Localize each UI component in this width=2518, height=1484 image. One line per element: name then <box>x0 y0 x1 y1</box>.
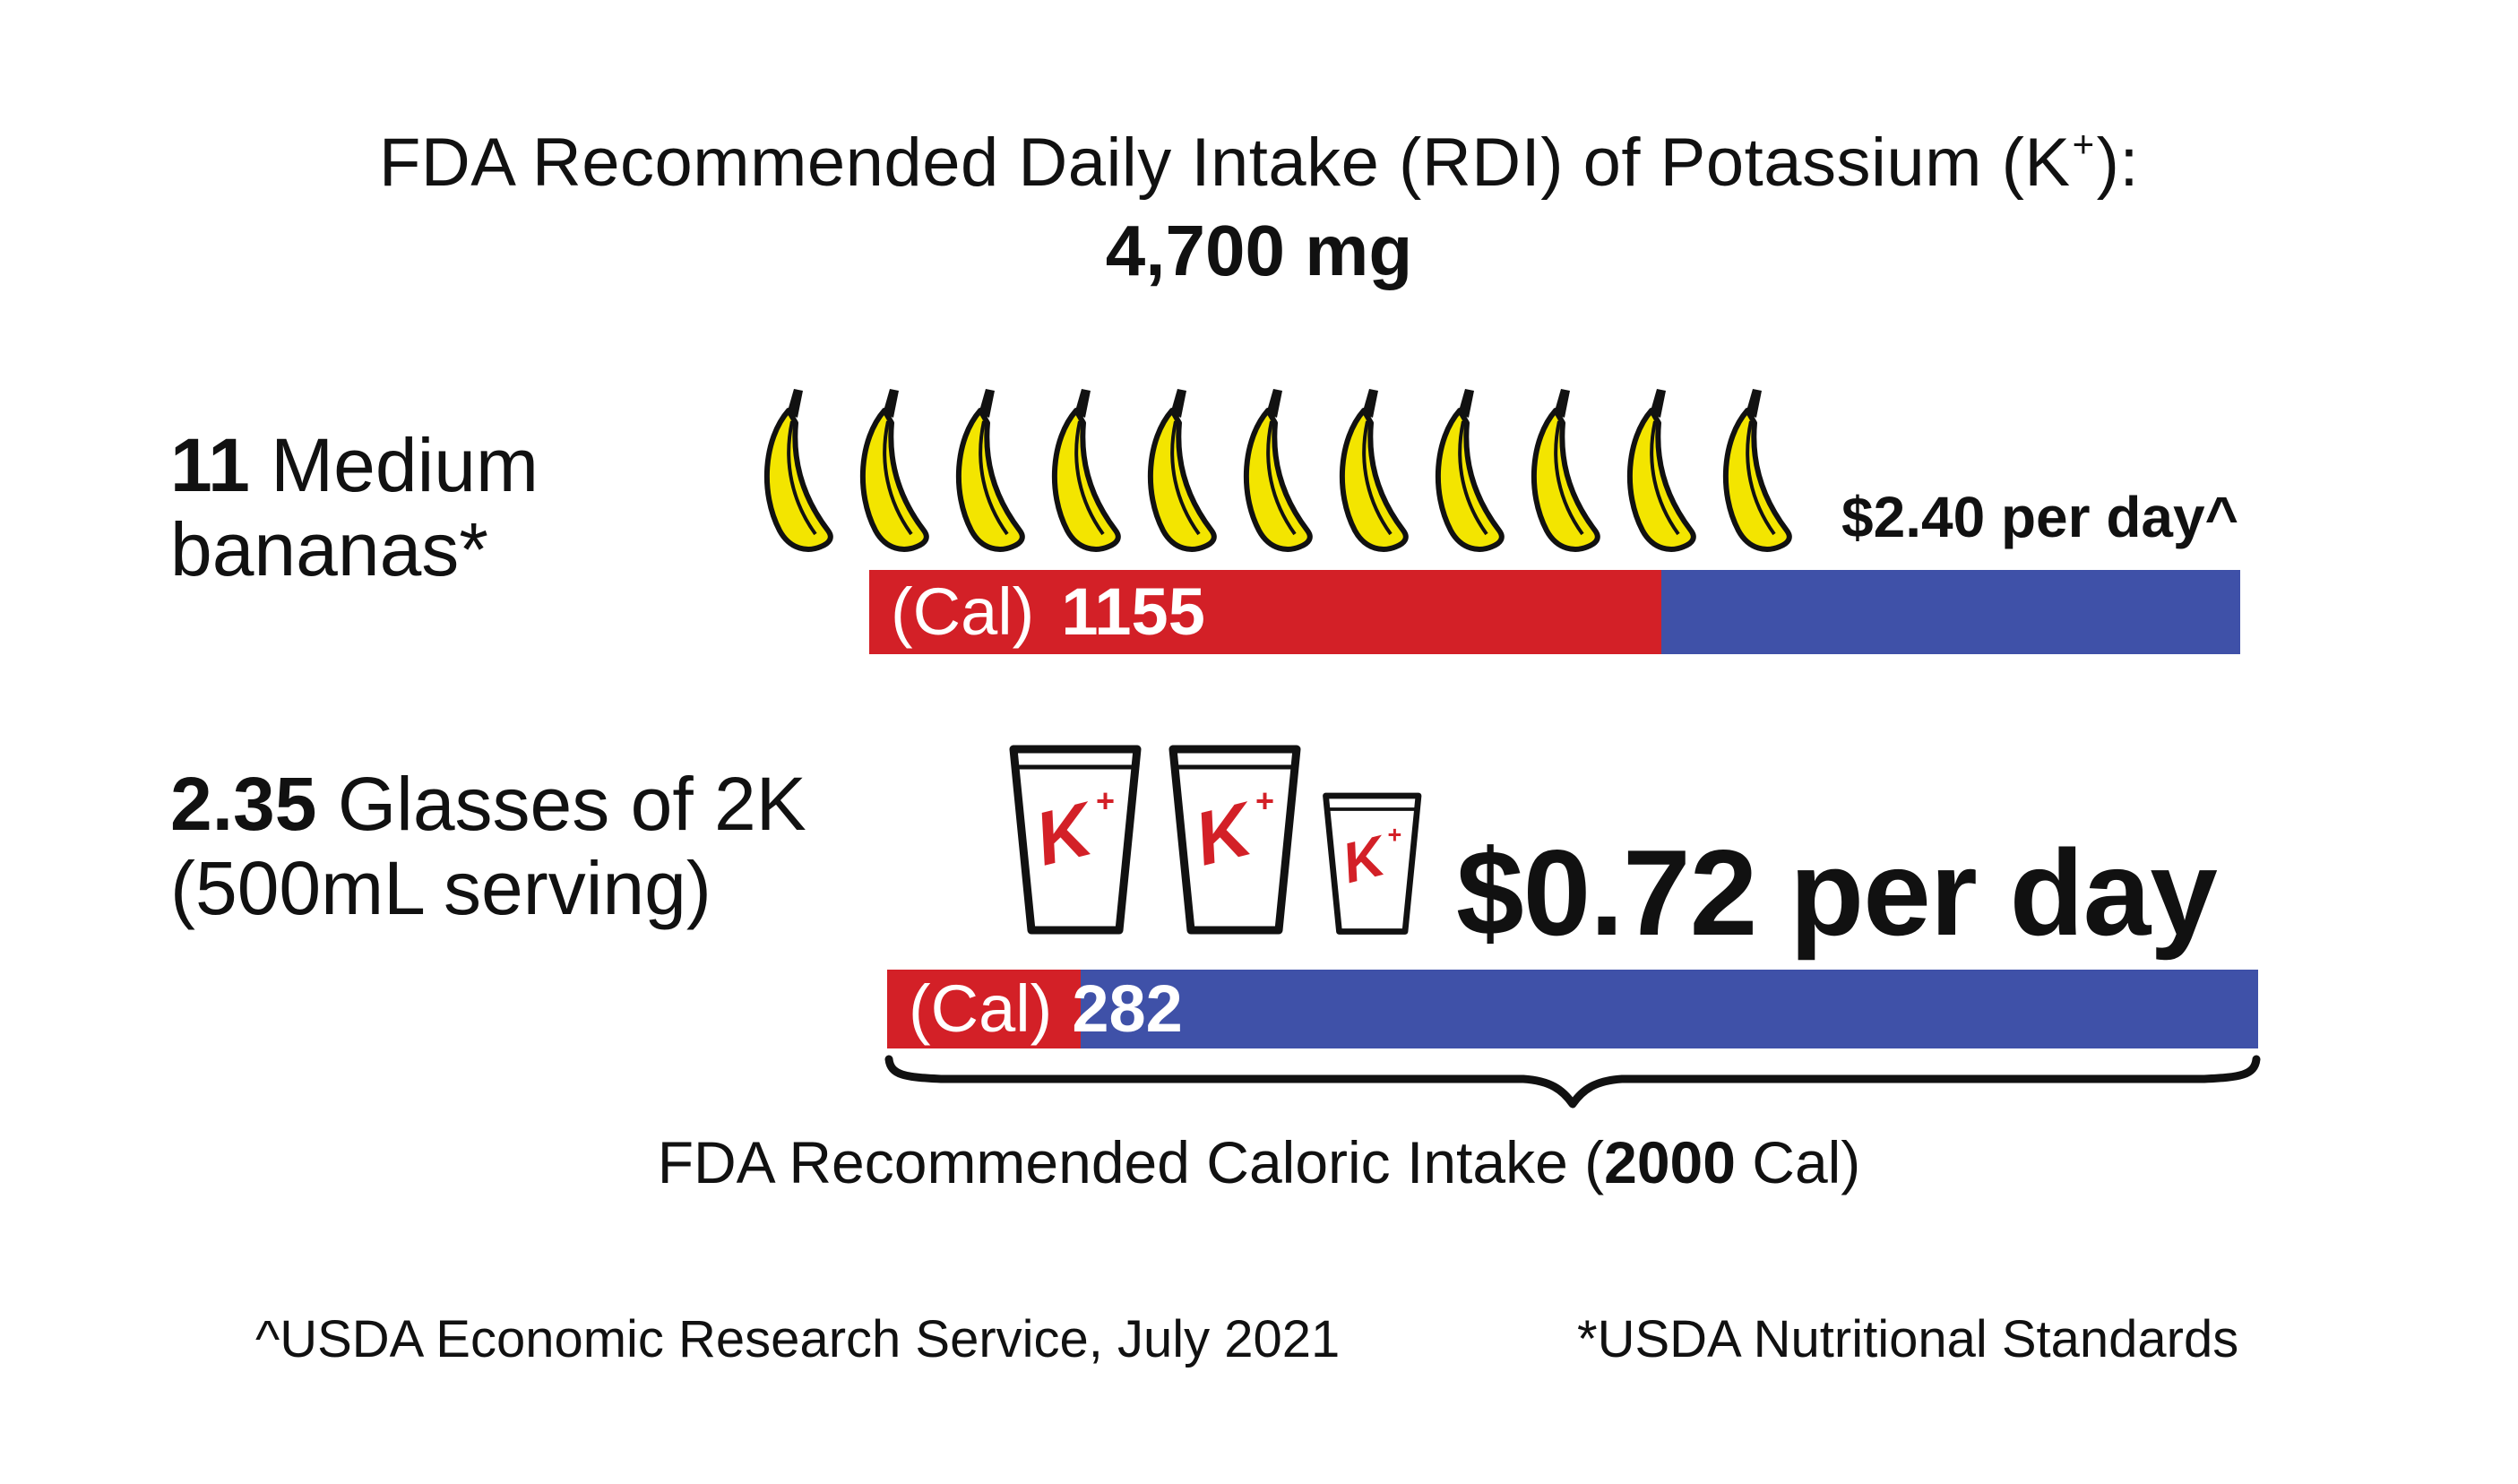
calorie-bar-bananas: (Cal) 1155 <box>869 570 2240 654</box>
glass-logo-plus: + <box>1255 782 1274 819</box>
glass-logo-plus: + <box>1388 822 1402 849</box>
banana-icon <box>1243 389 1313 552</box>
calorie-bar-glasses: (Cal) 282 <box>887 970 2258 1048</box>
total-brace <box>884 1055 2261 1109</box>
banana-icon <box>859 389 929 552</box>
row-label-text: Medium <box>271 423 539 507</box>
glass-icon-row: K+ K+K+ <box>1009 745 1422 935</box>
total-caption-text: FDA Recommended Caloric Intake ( <box>657 1129 1605 1195</box>
row-label-glasses: 2.35 Glasses of 2K (500mL serving) <box>170 762 806 930</box>
calorie-bar-fill <box>887 970 1081 1048</box>
footnote-usda-ers: ^USDA Economic Research Service, July 20… <box>255 1310 1341 1368</box>
title-superscript: + <box>2072 123 2095 165</box>
chart-title: FDA Recommended Daily Intake (RDI) of Po… <box>0 125 2518 197</box>
calorie-unit-label: (Cal) <box>909 971 1053 1046</box>
banana-icon <box>1435 389 1505 552</box>
banana-icon <box>1626 389 1696 552</box>
total-caption: FDA Recommended Caloric Intake (2000 Cal… <box>0 1133 2518 1192</box>
title-text: FDA Recommended Daily Intake (RDI) of Po… <box>378 125 2071 201</box>
calorie-bar-fill <box>869 570 1661 654</box>
glass-icon: K+ <box>1009 745 1142 935</box>
price-bananas: $2.40 per day^ <box>1841 485 2238 549</box>
footnote-usda-standards: *USDA Nutritional Standards <box>1577 1310 2239 1368</box>
row-label-line-2: (500mL serving) <box>170 846 711 931</box>
chart-subtitle-amount: 4,700 mg <box>1105 211 1413 290</box>
banana-icon <box>1147 389 1217 552</box>
glass-icon: K+ <box>1168 745 1301 935</box>
banana-icon <box>1531 389 1600 552</box>
row-label-line-1: 11 Medium <box>170 423 539 507</box>
banana-icon <box>763 389 833 552</box>
calorie-unit-label: (Cal) <box>891 574 1035 649</box>
row-label-line-1: 2.35 Glasses of 2K <box>170 762 806 846</box>
banana-icon <box>1339 389 1409 552</box>
calorie-bar-label: (Cal) 282 <box>909 970 1183 1048</box>
row-label-value: 2.35 <box>170 762 317 846</box>
row-label-line-2: bananas* <box>170 507 488 592</box>
calorie-bar-remaining <box>887 970 2258 1048</box>
calorie-value-label: 282 <box>1072 971 1183 1046</box>
row-label-text: Glasses of 2K <box>337 762 806 846</box>
banana-icon-row <box>763 389 1792 552</box>
row-label-value: 11 <box>170 423 250 507</box>
banana-icon <box>955 389 1025 552</box>
banana-icon <box>1722 389 1792 552</box>
calorie-value-label: 1155 <box>1061 574 1205 649</box>
total-caption-unit: Cal) <box>1735 1129 1861 1195</box>
total-caption-value: 2000 <box>1604 1129 1736 1195</box>
row-label-bananas: 11 Medium bananas* <box>170 423 539 591</box>
glass-icon: K+ <box>1323 792 1422 935</box>
glass-logo-plus: + <box>1096 782 1115 819</box>
title-colon: ): <box>2096 125 2140 201</box>
calorie-bar-label: (Cal) 1155 <box>891 570 1205 654</box>
price-glasses: $0.72 per day <box>1456 824 2218 961</box>
banana-icon <box>1051 389 1121 552</box>
